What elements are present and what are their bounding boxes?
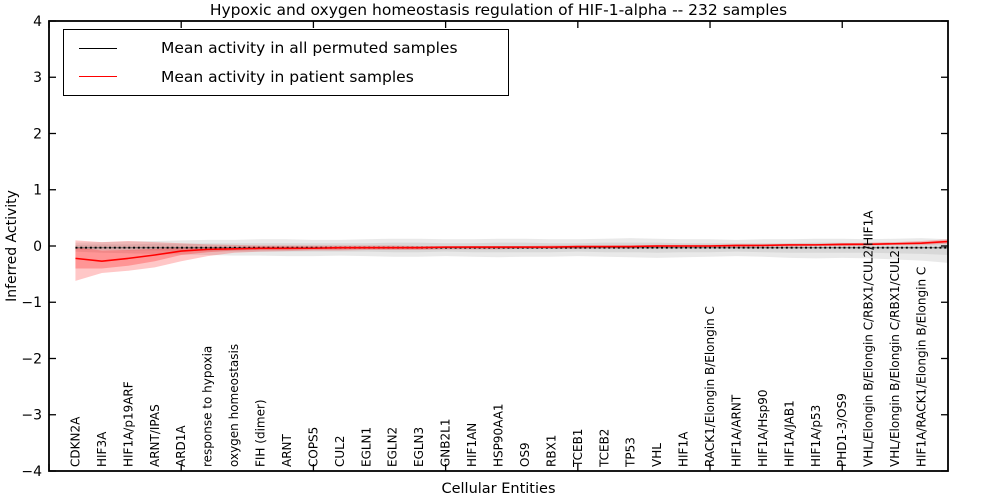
x-category-label: EGLN2 (386, 427, 400, 467)
x-category-label: ARNT (280, 433, 294, 467)
x-category-label: HIF1AN (465, 423, 479, 467)
x-category-label: FIH (dimer) (254, 399, 268, 467)
x-category-label: HIF1A/RACK1/Elongin B/Elongin C (915, 267, 929, 467)
x-category-label: TP53 (624, 437, 638, 468)
x-category-label: OS9 (518, 442, 532, 467)
x-category-label: CUL2 (333, 436, 347, 467)
x-category-label: GNB2L1 (439, 419, 453, 467)
x-category-label: HIF1A (677, 431, 691, 467)
x-category-label: TCEB2 (597, 429, 611, 468)
band-patient-samples-spread-outer (75, 239, 949, 281)
y-axis-label: Inferred Activity (4, 190, 20, 302)
permuted-line-sample-icon (79, 47, 117, 49)
x-category-label: HIF1A/p19ARF (121, 381, 135, 467)
y-tick-label: −3 (21, 408, 42, 424)
x-category-label: EGLN3 (412, 427, 426, 467)
y-tick-label: −1 (21, 295, 42, 311)
x-category-label: CDKN2A (68, 416, 82, 467)
x-category-label: ARD1A (174, 425, 188, 467)
x-category-label: TCEB1 (571, 429, 585, 468)
x-category-label: ARNT/IPAS (148, 404, 162, 467)
x-category-label: PHD1-3/OS9 (835, 393, 849, 467)
legend-item-permuted: Mean activity in all permuted samples (79, 39, 508, 57)
legend: Mean activity in all permuted samples Me… (63, 29, 509, 96)
x-axis-label: Cellular Entities (441, 481, 556, 497)
y-tick-label: 4 (33, 14, 42, 30)
y-tick-label: −4 (21, 464, 42, 480)
y-tick-label: −2 (21, 351, 42, 367)
chart-title: Hypoxic and oxygen homeostasis regulatio… (209, 1, 788, 19)
x-category-label: EGLN1 (359, 427, 373, 467)
x-category-label: HIF1A/Hsp90 (756, 389, 770, 467)
y-tick-label: 0 (33, 239, 42, 255)
x-category-label: VHL (650, 443, 664, 467)
x-category-label: HIF1A/JAB1 (782, 400, 796, 467)
legend-label-permuted: Mean activity in all permuted samples (161, 39, 458, 58)
x-category-label: RBX1 (544, 435, 558, 467)
x-category-label: VHL/Elongin B/Elongin C/RBX1/CUL2 (888, 250, 902, 467)
legend-item-patient: Mean activity in patient samples (79, 68, 508, 86)
series-line-patient (75, 240, 949, 262)
y-tick-label: 3 (33, 70, 42, 86)
y-tick-label: 1 (33, 183, 42, 199)
band-permuted-samples-spread-outer (75, 238, 949, 263)
y-tick-label: 2 (33, 126, 42, 142)
x-category-label: RACK1/Elongin B/Elongin C (703, 306, 717, 467)
x-category-label: VHL/Elongin B/Elongin C/RBX1/CUL2/HIF1A (862, 210, 876, 467)
x-category-label: HIF1A/p53 (809, 405, 823, 467)
x-category-label: HIF1A/ARNT (729, 394, 743, 467)
x-category-label: HIF3A (95, 431, 109, 467)
x-category-label: response to hypoxia (201, 346, 215, 467)
x-category-label: oxygen homeostasis (227, 344, 241, 467)
legend-label-patient: Mean activity in patient samples (161, 67, 414, 86)
patient-line-sample-icon (79, 76, 117, 78)
x-category-label: COPS5 (306, 427, 320, 467)
x-category-label: HSP90AA1 (492, 403, 506, 467)
